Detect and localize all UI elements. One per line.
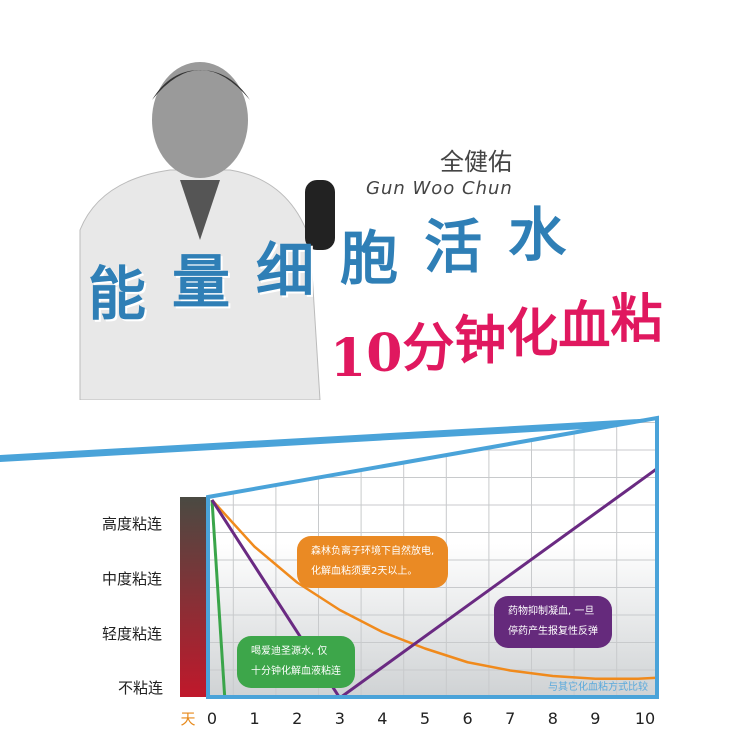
main-title-char: 能 xyxy=(88,260,147,328)
series-line-forest xyxy=(211,499,657,680)
signature-chinese: 全健佑 xyxy=(440,148,512,176)
sub-title-char: 钟 xyxy=(454,310,507,372)
doctor-photo xyxy=(79,62,335,400)
x-tick-label: 10 xyxy=(635,709,655,728)
x-tick-label: 6 xyxy=(463,709,473,728)
forest-annotation-line1: 森林负离子环境下自然放电, xyxy=(311,546,435,557)
series-group xyxy=(210,465,657,697)
x-tick-label: 0 xyxy=(207,709,217,728)
forest-annotation-line2: 化解血粘须要2天以上。 xyxy=(311,566,418,577)
main-title-char: 胞 xyxy=(340,224,399,293)
x-tick-label: 8 xyxy=(548,709,558,728)
drug-annotation-line1: 药物抑制凝血, 一旦 xyxy=(508,606,595,617)
signature-english: Gun Woo Chun xyxy=(366,178,513,199)
main-title-char: 活 xyxy=(424,213,483,281)
water-annotation-line2: 十分钟化解血液粘连 xyxy=(251,666,341,677)
y-label-medium: 中度粘连 xyxy=(102,570,163,588)
drug-annotation-line2: 停药产生报复性反弹 xyxy=(508,626,598,637)
sub-title-char: 血 xyxy=(558,296,611,358)
sub-title-char: 粘 xyxy=(610,288,663,350)
water-annotation-line1: 喝爱迪圣源水, 仅 xyxy=(251,646,328,657)
series-line-drug xyxy=(210,465,657,697)
main-title-char: 量 xyxy=(172,248,231,317)
diagonal-stripe xyxy=(0,418,657,462)
main-title-char: 水 xyxy=(508,201,567,270)
sub-title-char: 1 xyxy=(330,328,367,389)
series-line-water xyxy=(210,499,227,697)
x-tick-label: 1 xyxy=(250,709,260,728)
x-tick-label: 5 xyxy=(420,709,430,728)
x-tick-label: 7 xyxy=(505,709,515,728)
x-tick-label: 2 xyxy=(292,709,302,728)
sub-title-char: 0 xyxy=(366,323,403,384)
plot-frame xyxy=(206,415,659,699)
sub-title-char: 化 xyxy=(506,303,559,365)
x-tick-label: 4 xyxy=(377,709,387,728)
main-title-char: 细 xyxy=(256,236,315,305)
forest-annotation: 森林负离子环境下自然放电, 化解血粘须要2天以上。 xyxy=(297,536,449,588)
sub-title: 10分钟化血粘 xyxy=(330,290,662,389)
water-annotation: 喝爱迪圣源水, 仅 十分钟化解血液粘连 xyxy=(237,636,355,688)
y-label-light: 轻度粘连 xyxy=(102,625,163,643)
main-title: 能量细胞活水 xyxy=(88,203,592,328)
sub-title-char: 分 xyxy=(402,317,455,379)
x-unit-label: 天 xyxy=(180,710,195,728)
severity-gradient-bar xyxy=(180,497,206,697)
chart-footnote: 与其它化血粘方式比较 xyxy=(548,680,648,693)
drug-annotation: 药物抑制凝血, 一旦 停药产生报复性反弹 xyxy=(494,596,612,648)
x-tick-label: 3 xyxy=(335,709,345,728)
x-tick-label: 9 xyxy=(590,709,600,728)
y-label-none: 不粘连 xyxy=(118,679,164,697)
y-label-high: 高度粘连 xyxy=(102,515,163,533)
